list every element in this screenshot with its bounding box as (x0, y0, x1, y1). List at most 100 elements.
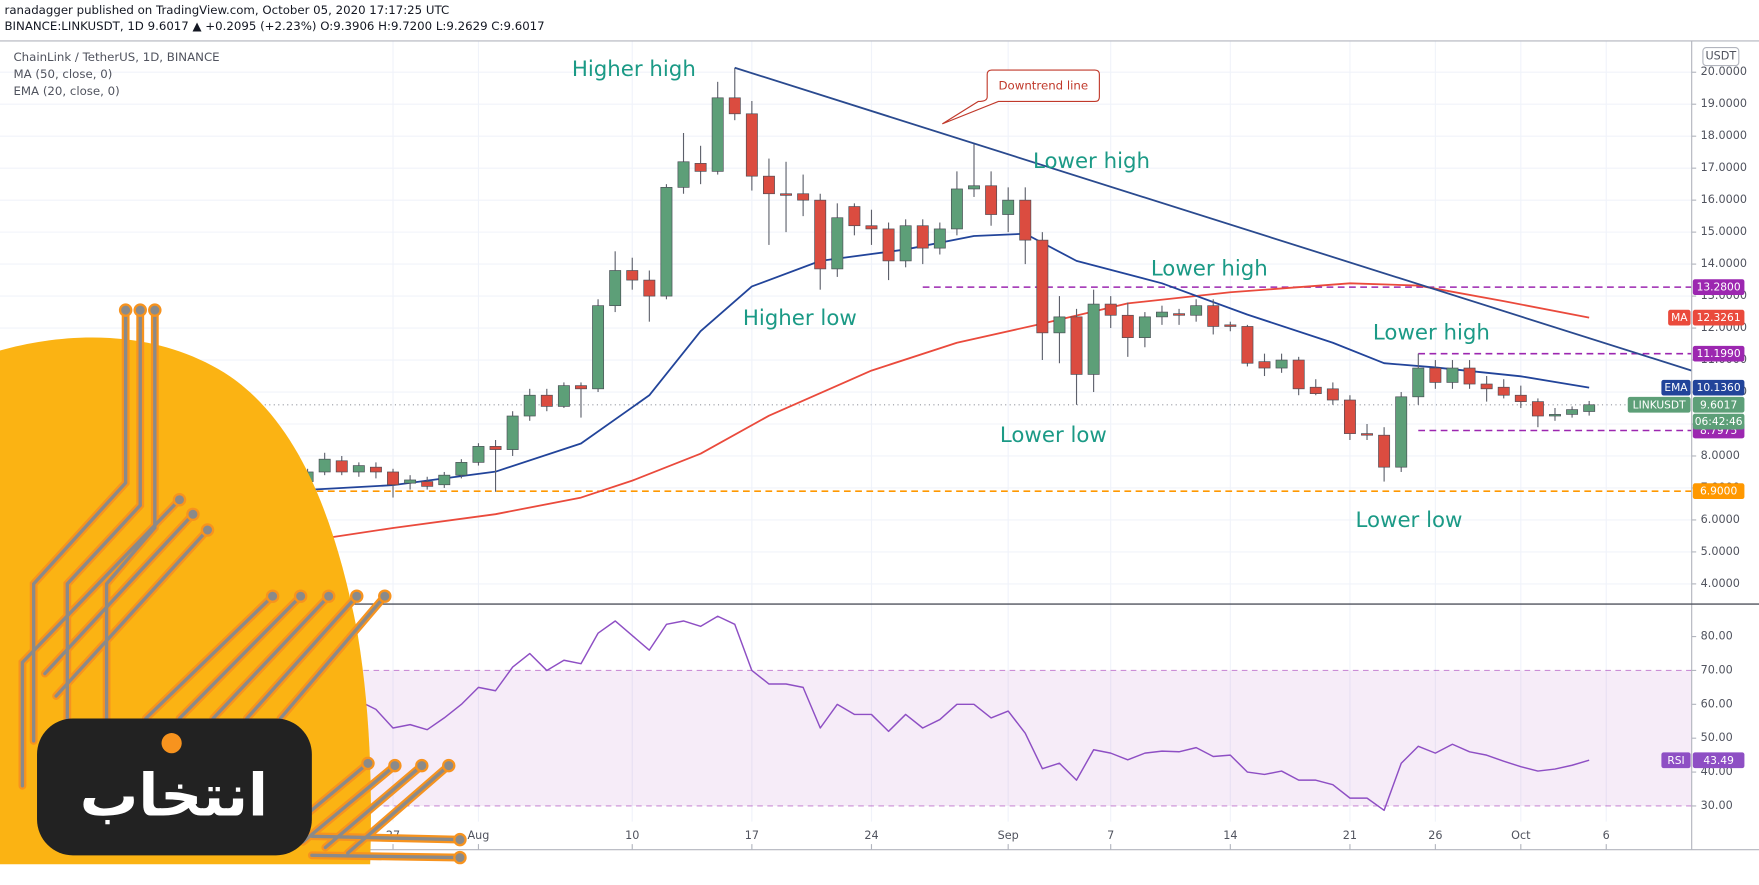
candle-body (950, 188, 963, 230)
candle-body (1531, 401, 1544, 417)
logo-text: انتخاب (80, 761, 268, 829)
series-tag (1661, 379, 1691, 396)
candle-body (540, 394, 553, 407)
candle-body (1036, 239, 1049, 334)
x-tick-label: 7 (1107, 829, 1114, 842)
callout-text: Downtrend line (998, 78, 1088, 92)
candle-body (1173, 313, 1186, 316)
countdown-tag (1692, 413, 1745, 430)
candle-body (1309, 386, 1322, 394)
candle-body (1070, 316, 1083, 375)
candle-body (1480, 383, 1493, 390)
candle-body (1121, 314, 1134, 338)
price-tag-label: 9.6017 (1700, 398, 1737, 411)
candle-body (1275, 359, 1288, 369)
tags-layer: 13.280011.19908.79756.900012.3261MA10.13… (1627, 279, 1745, 769)
candle-body (1224, 324, 1237, 327)
candle-body (1514, 394, 1527, 402)
candle-body (1566, 409, 1579, 415)
candle-body (1378, 434, 1391, 468)
logo-circuit (20, 308, 462, 860)
callout-box (942, 69, 1100, 125)
y-tick-label: 4.0000 (1701, 577, 1740, 590)
price-tag (1692, 379, 1745, 396)
y-tick-label: 40.00 (1701, 765, 1733, 778)
candle-body (1292, 359, 1305, 390)
candle-body (1207, 305, 1220, 327)
y-tick-label: 17.0000 (1701, 161, 1747, 174)
candle-body (1463, 367, 1476, 385)
x-tick-label: Aug (468, 829, 490, 842)
candle-body (523, 394, 536, 417)
watermark: انتخاب (0, 303, 467, 865)
annotation: Lower high (1373, 321, 1490, 346)
annotation: Higher low (743, 306, 857, 331)
candle-body (968, 185, 980, 190)
candle-body (1497, 386, 1510, 396)
candle-body (557, 385, 570, 407)
rsi-line (324, 615, 1590, 812)
candle-body (1549, 414, 1561, 417)
x-tick-label: Sep (998, 829, 1019, 842)
candle-body (882, 228, 895, 262)
candle-body (421, 481, 434, 487)
y-tick-label: 80.00 (1701, 630, 1733, 643)
x-tick-label: 21 (1343, 829, 1357, 842)
series-tag-label: MA (1671, 311, 1688, 324)
unit-label: USDT (1705, 50, 1736, 63)
candle-body (438, 474, 451, 486)
price-tag-label: 43.49 (1703, 754, 1734, 767)
x-tick-label: 10 (625, 829, 639, 842)
logo-nodes (118, 303, 467, 865)
candle-body (643, 279, 656, 297)
candle-body (1343, 399, 1356, 434)
series-tag (1661, 752, 1691, 769)
header-line: ranadagger published on TradingView.com,… (4, 3, 449, 17)
candle-body (318, 458, 331, 473)
price-tag (1692, 309, 1745, 326)
y-tick-label: 15.0000 (1701, 225, 1747, 238)
price-tag (1692, 396, 1745, 413)
candle-body (1019, 199, 1032, 241)
legend-title: ChainLink / TetherUS, 1D, BINANCE (13, 50, 219, 64)
price-tag-label: 11.1990 (1697, 347, 1741, 360)
candle-body (1446, 367, 1459, 383)
candle-body (472, 446, 485, 463)
candle-body (1087, 303, 1100, 375)
candle-body (1104, 303, 1117, 316)
candle-body (1583, 404, 1596, 412)
candle-body (1138, 316, 1151, 338)
logo-box (37, 718, 312, 856)
candle-body (1326, 388, 1339, 401)
candle-body (916, 225, 929, 249)
annotation: Lower high (1033, 149, 1150, 174)
annotation: Lower low (1000, 423, 1107, 448)
logo-coin (161, 733, 182, 754)
candle-body (694, 163, 707, 172)
candle-body (677, 161, 690, 188)
series-tag-label: EMA (1664, 381, 1688, 394)
y-tick-label: 60.00 (1701, 697, 1733, 710)
price-tag-label: 6.9000 (1700, 485, 1737, 498)
countdown-label: 06:42:46 (1695, 415, 1743, 428)
candle-body (1053, 316, 1066, 334)
price-tag-label: 12.3261 (1697, 311, 1741, 324)
x-tick-label: 26 (1428, 829, 1442, 842)
candle-body (506, 415, 519, 450)
indicator-line (170, 282, 1590, 563)
price-tag (1692, 345, 1745, 362)
x-tick-label: 6 (1603, 829, 1610, 842)
price-tag (1692, 483, 1745, 500)
legend-entry: EMA (20, close, 0) (13, 84, 119, 98)
x-tick-label: 17 (745, 829, 759, 842)
candle-body (455, 462, 468, 476)
series-tag-label: LINKUSDT (1633, 398, 1686, 411)
header-line: BINANCE:LINKUSDT, 1D 9.6017 ▲ +0.2095 (+… (4, 19, 544, 33)
annotation: Lower high (1151, 257, 1268, 282)
price-tag (1692, 279, 1745, 295)
unit-box (1702, 47, 1740, 67)
x-tick-label: 14 (1223, 829, 1237, 842)
candle-body (848, 206, 861, 227)
